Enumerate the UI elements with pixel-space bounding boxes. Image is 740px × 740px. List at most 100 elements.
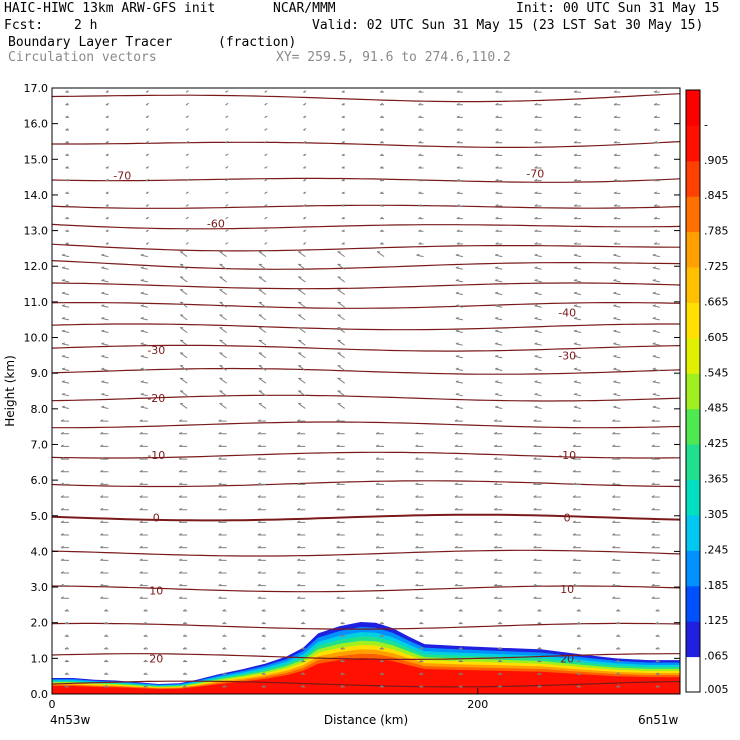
wind-vector-head: [100, 571, 104, 574]
wind-vector-head: [616, 647, 620, 650]
wind-vector-head: [493, 469, 498, 473]
wind-vector-head: [182, 684, 187, 688]
colorbar-label: .185: [704, 579, 729, 592]
colorbar-swatch: [686, 90, 700, 126]
wind-vector: [140, 267, 148, 270]
wind-vector-head: [533, 545, 537, 549]
wind-vector-head: [264, 166, 268, 169]
wind-vector-head: [651, 419, 655, 422]
wind-vector-head: [572, 583, 576, 587]
wind-vector: [613, 406, 621, 409]
wind-vector-head: [341, 229, 345, 232]
wind-vector-head: [379, 229, 384, 232]
wind-vector-head: [495, 191, 499, 194]
wind-vector: [298, 327, 306, 333]
wind-vector: [573, 406, 582, 409]
y-tick-label: 17.0: [24, 82, 49, 95]
colorbar-swatch: [686, 585, 700, 622]
wind-vector: [337, 403, 346, 409]
wind-vector-head: [613, 153, 617, 156]
wind-vector-head: [652, 329, 656, 332]
wind-vector-head: [651, 533, 655, 536]
wind-vector-head: [534, 229, 538, 232]
wind-vector-head: [534, 342, 538, 345]
wind-vector-head: [145, 191, 150, 194]
wind-vector-head: [145, 128, 150, 131]
wind-vector: [573, 279, 582, 283]
wind-vector: [573, 381, 582, 384]
wind-vector: [534, 393, 542, 397]
wind-vector-head: [573, 291, 578, 294]
wind-vector-head: [652, 291, 656, 294]
wind-vector-head: [301, 621, 305, 625]
wind-vector-head: [419, 621, 423, 625]
wind-vector-head: [653, 115, 658, 118]
wind-vector-head: [139, 457, 143, 460]
wind-vector-head: [415, 545, 419, 549]
wind-vector-head: [100, 545, 104, 549]
wind-vector: [337, 276, 346, 283]
wind-vector-head: [493, 558, 498, 561]
wind-vector-head: [493, 495, 498, 498]
wind-vector-head: [65, 115, 69, 118]
wind-vector-head: [301, 684, 305, 688]
wind-vector-head: [616, 659, 620, 663]
wind-vector-head: [454, 419, 458, 422]
wind-vector-head: [652, 355, 656, 357]
isotherm-label: 20: [149, 652, 163, 665]
wind-vector-head: [105, 242, 109, 245]
wind-vector-head: [572, 444, 576, 447]
wind-vector-head: [297, 444, 301, 447]
wind-vector-head: [495, 115, 499, 118]
wind-vector-head: [495, 204, 499, 207]
wind-vector-head: [139, 545, 143, 549]
wind-vector-head: [572, 520, 576, 523]
wind-vector-head: [495, 242, 499, 245]
wind-vector-head: [495, 102, 499, 106]
wind-vector-head: [651, 520, 655, 523]
wind-vector-head: [653, 191, 658, 194]
wind-vector-head: [264, 153, 268, 156]
wind-vector-head: [653, 242, 658, 245]
tracer-band-8: [52, 658, 680, 694]
wind-vector-head: [104, 684, 108, 688]
wind-vector-head: [651, 571, 655, 574]
wind-vector-head: [653, 128, 658, 131]
wind-vector: [613, 330, 621, 334]
wind-vector-head: [415, 482, 419, 485]
wind-vector-head: [537, 659, 541, 663]
wind-vector-head: [655, 621, 659, 625]
colorbar-swatch: [686, 621, 700, 658]
wind-vector-head: [534, 304, 538, 307]
wind-vector-head: [264, 204, 268, 207]
wind-vector: [337, 301, 346, 308]
wind-vector-head: [301, 647, 305, 650]
wind-vector-head: [456, 216, 460, 220]
wind-vector: [573, 330, 582, 334]
wind-vector-head: [257, 495, 261, 498]
wind-vector-head: [336, 571, 340, 574]
wind-vector: [337, 327, 346, 333]
wind-vector-head: [336, 431, 340, 435]
wind-vector-head: [495, 405, 499, 408]
y-tick-label: 1.0: [31, 652, 49, 665]
wind-vector-head: [651, 558, 655, 561]
wind-vector-head: [139, 444, 143, 447]
wind-vector-head: [534, 291, 538, 294]
wind-vector-head: [493, 596, 498, 599]
wind-vector-head: [616, 634, 620, 637]
wind-vector-head: [297, 533, 301, 536]
wind-vector-head: [534, 153, 538, 156]
wind-vector-head: [139, 533, 143, 536]
wind-vector: [455, 406, 463, 409]
plot-area: [52, 90, 680, 694]
colorbar-swatch: [686, 125, 700, 162]
wind-vector-head: [65, 166, 69, 169]
wind-vector-head: [418, 166, 422, 169]
wind-vector: [652, 368, 660, 371]
wind-vector-head: [493, 533, 498, 536]
wind-vector-head: [218, 533, 222, 536]
wind-vector-head: [61, 304, 66, 307]
wind-vector-head: [64, 659, 68, 663]
wind-vector-head: [60, 533, 64, 536]
